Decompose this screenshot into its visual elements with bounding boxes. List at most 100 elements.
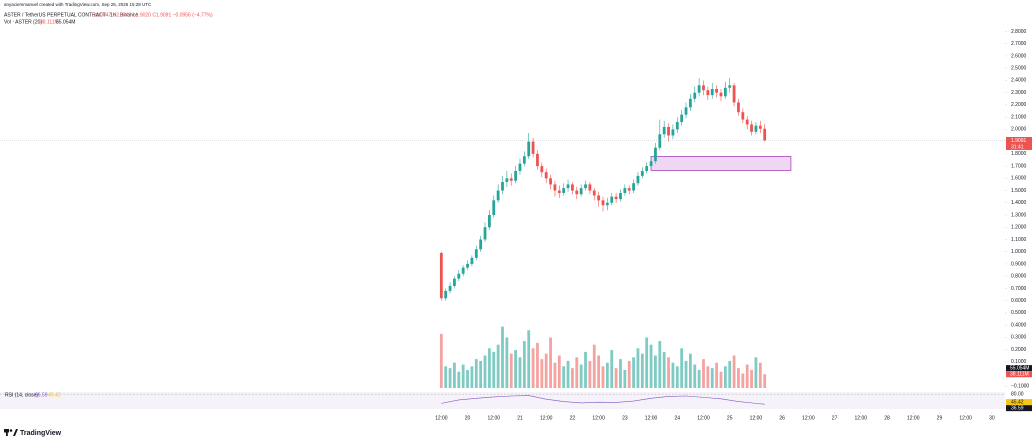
volume-bar: [706, 366, 710, 388]
volume-bar: [619, 359, 622, 388]
symbol-title: ASTER / TetherUS PERPETUAL CONTRACT · 1h…: [4, 12, 138, 18]
rsi-legend-value: 36.59: [35, 392, 48, 398]
candle-body: [474, 249, 478, 258]
logo-shape: [13, 429, 18, 436]
candle-body: [745, 119, 749, 125]
candle-body: [605, 202, 609, 206]
candle-body: [571, 184, 574, 191]
volume-bar: [658, 341, 662, 388]
y-tick-label: 2.1000: [1011, 114, 1027, 120]
candle-body: [461, 267, 465, 274]
y-tick-label: 0.4000: [1011, 322, 1027, 328]
candle-body: [697, 85, 701, 93]
candle-body: [737, 102, 740, 113]
rsi-ma-badge-label: 45.42: [1011, 399, 1024, 405]
volume-bar: [737, 368, 740, 388]
volume-bar: [654, 355, 657, 388]
price-badge-label: 1.9091: [1011, 138, 1027, 144]
volume-bar: [614, 368, 618, 388]
y-tick-label: 1.1000: [1011, 237, 1027, 243]
volume-bar: [623, 369, 627, 388]
volume-bar: [509, 353, 513, 388]
candle-body: [684, 107, 688, 115]
rsi-title: RSI (14, close): [5, 392, 38, 398]
x-tick-label: 12:00: [959, 415, 972, 421]
volume-bar: [763, 374, 767, 388]
candle-body: [632, 183, 635, 191]
volume-layer: [439, 326, 767, 388]
volume-bar: [636, 348, 640, 388]
volume-bar: [715, 362, 719, 388]
volume-bar: [444, 366, 448, 388]
volume-bar: [571, 368, 574, 388]
candle-body: [719, 92, 723, 97]
y-tick-label: 1.7000: [1011, 163, 1027, 169]
rsi-badge-label: 36.59: [1011, 405, 1024, 411]
volume-bar: [466, 369, 469, 388]
y-tick-label: 2.2000: [1011, 102, 1027, 108]
y-tick-label: 2.5000: [1011, 66, 1027, 72]
candle-body: [728, 85, 732, 88]
x-tick-label: 25: [727, 415, 733, 421]
candle-body: [536, 153, 539, 167]
volume-bar: [697, 369, 701, 388]
y-tick-label: 0.1000: [1011, 359, 1027, 365]
y-tick-label: 2.4000: [1011, 78, 1027, 84]
candle-body: [597, 195, 601, 201]
x-tick-label: 23: [622, 415, 628, 421]
candle-body: [479, 239, 483, 250]
volume-bar: [662, 351, 666, 388]
volume-bar: [557, 355, 561, 388]
volume-bar: [741, 373, 745, 388]
volume-bar: [732, 355, 736, 388]
candle-body: [584, 184, 587, 189]
candle-body: [671, 129, 675, 136]
y-tick-label: 0.9000: [1011, 261, 1027, 267]
x-tick-label: 12:00: [907, 415, 920, 421]
volume-bar: [527, 330, 531, 388]
y-tick-label: 0.6000: [1011, 298, 1027, 304]
candle-body: [610, 196, 614, 203]
candle-body: [763, 128, 767, 141]
volume-bar: [483, 355, 487, 388]
volume-bar: [597, 355, 601, 388]
x-tick-label: 12:00: [540, 415, 553, 421]
volume-bar: [540, 359, 544, 388]
volume-bar: [505, 337, 509, 388]
volume-bar: [544, 353, 548, 388]
rsi-pane: [0, 392, 1005, 409]
rsi-layer: [0, 392, 1005, 409]
volume-bar: [479, 360, 483, 388]
volume-bar: [688, 353, 692, 388]
candle-body: [544, 172, 548, 179]
y-tick-label: 1.2000: [1011, 225, 1027, 231]
x-tick-label: 27: [832, 415, 838, 421]
candle-body: [487, 215, 491, 228]
candle-body: [702, 85, 705, 91]
candle-body: [662, 126, 666, 135]
logo-shape: [6, 429, 8, 436]
candle-body: [566, 184, 570, 189]
candle-body: [636, 175, 640, 184]
rsi-line: [441, 395, 765, 405]
candle-body: [588, 184, 592, 191]
volume-bar: [627, 360, 631, 388]
candle-body: [531, 141, 535, 154]
candle-body: [466, 263, 469, 268]
candle-body: [754, 125, 758, 132]
y-tick-label: 1.6000: [1011, 176, 1027, 182]
y-tick-label: 2.6000: [1011, 53, 1027, 59]
candle-body: [553, 184, 557, 191]
zone: [650, 156, 792, 171]
rsi-tick-label: 80.00: [1011, 391, 1024, 397]
candle-body: [688, 98, 692, 108]
candle-layer: [0, 77, 1005, 301]
volume-bar: [684, 360, 688, 388]
candle-body: [654, 147, 657, 162]
volume-bar: [649, 344, 653, 388]
candle-body: [645, 166, 649, 171]
candle-body: [557, 190, 561, 193]
candle-body: [579, 188, 583, 195]
candle-body: [750, 124, 753, 132]
